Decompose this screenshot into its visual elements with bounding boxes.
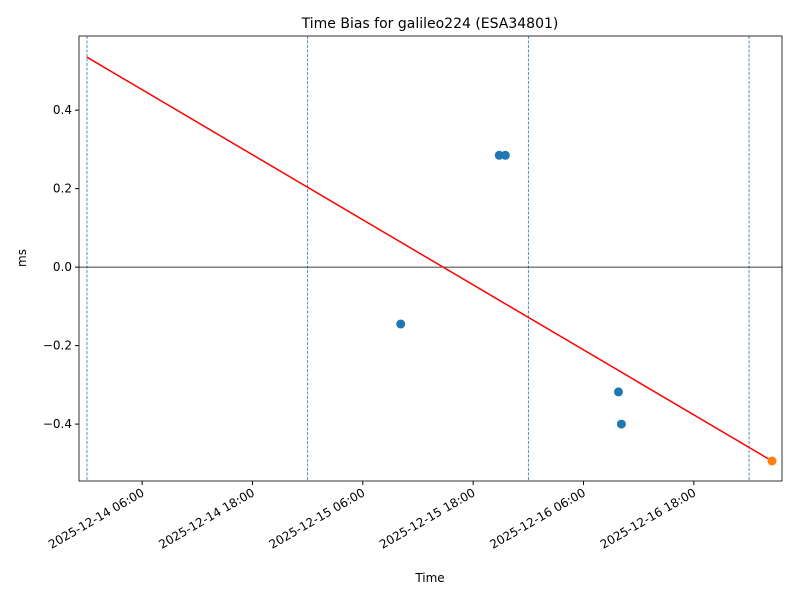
y-tick-label: 0.0 <box>53 260 72 274</box>
y-tick-label: −0.4 <box>43 417 72 431</box>
y-tick-label: 0.2 <box>53 182 72 196</box>
chart-title: Time Bias for galileo224 (ESA34801) <box>301 16 559 32</box>
x-tick-label: 2025-12-14 06:00 <box>46 485 147 551</box>
x-tick-label: 2025-12-15 18:00 <box>377 485 478 551</box>
x-tick-label: 2025-12-15 06:00 <box>267 485 368 551</box>
y-axis-label: ms <box>15 249 29 267</box>
x-axis-label: Time <box>414 571 444 585</box>
data-point <box>616 419 626 429</box>
data-point <box>767 456 777 466</box>
data-point <box>500 150 510 160</box>
x-tick-label: 2025-12-16 06:00 <box>487 485 588 551</box>
x-tick-label: 2025-12-16 18:00 <box>598 485 699 551</box>
data-point <box>396 319 406 329</box>
y-tick-label: −0.2 <box>43 339 72 353</box>
data-point <box>613 387 623 397</box>
x-tick-label: 2025-12-14 18:00 <box>156 485 257 551</box>
plot-frame <box>78 35 783 482</box>
y-tick-label: 0.4 <box>53 103 72 117</box>
trend-line <box>86 56 773 462</box>
